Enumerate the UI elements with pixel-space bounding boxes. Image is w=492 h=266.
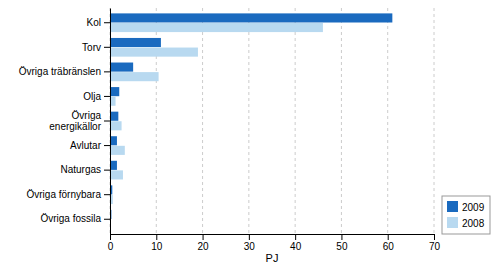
tick: 40	[290, 234, 302, 252]
bar	[110, 136, 117, 145]
grid-line	[387, 8, 388, 234]
grid-line	[202, 8, 203, 234]
bar	[110, 87, 119, 96]
legend-item: 2008	[447, 217, 485, 229]
tick-label: Övriga förnybara	[27, 189, 102, 200]
y-axis: Kol Torv Övriga träbränslen Olja Övrigaenerg…	[19, 9, 111, 235]
bar	[110, 48, 198, 57]
tick-label: 70	[429, 241, 441, 252]
tick-label: Naturgas	[60, 164, 101, 175]
tick-label: 20	[198, 241, 210, 252]
axis-line	[110, 9, 111, 235]
tick-mark	[104, 194, 110, 195]
tick-mark	[110, 234, 111, 240]
tick: 0	[108, 234, 114, 252]
tick-label: Torv	[82, 42, 101, 53]
tick-label: 0	[108, 241, 114, 252]
bar	[110, 161, 117, 170]
tick: Övriga förnybara	[27, 189, 110, 200]
tick: Övrigaenergikällor	[49, 110, 110, 132]
tick-label: Kol	[87, 17, 101, 28]
tick-mark	[104, 22, 110, 23]
plot: 0 10 20 30 40 50 60 70 Kol Torv Övriga träbränslen…	[19, 8, 490, 264]
chart: 0 10 20 30 40 50 60 70 Kol Torv Övriga träbränslen…	[0, 0, 492, 266]
grid-line	[295, 8, 296, 234]
tick: Övriga fossila	[40, 213, 110, 224]
tick-mark	[104, 145, 110, 146]
legend-label: 2009	[462, 202, 485, 213]
bar	[110, 72, 159, 81]
tick-mark	[104, 219, 110, 220]
bar	[110, 38, 161, 47]
bar	[110, 170, 123, 179]
tick-mark	[341, 234, 342, 240]
tick-label: 10	[151, 241, 163, 252]
bar	[110, 63, 133, 72]
bar	[110, 146, 125, 155]
grid	[110, 8, 434, 234]
legend-label: 2008	[462, 218, 485, 229]
tick-mark	[104, 47, 110, 48]
tick-mark	[104, 96, 110, 97]
tick-mark	[203, 234, 204, 240]
tick-mark	[104, 170, 110, 171]
tick: 60	[383, 234, 395, 252]
tick: Övriga träbränslen	[19, 66, 110, 77]
tick: Naturgas	[60, 164, 110, 175]
tick: 30	[244, 234, 256, 252]
tick-mark	[295, 234, 296, 240]
tick-mark	[104, 71, 110, 72]
tick: 70	[429, 234, 441, 252]
tick: 10	[151, 234, 163, 252]
tick-label: Övrigaenergikällor	[49, 110, 101, 132]
tick: Olja	[83, 91, 110, 102]
legend-item: 2009	[447, 201, 485, 213]
tick: Avlutar	[70, 140, 110, 151]
tick-mark	[249, 234, 250, 240]
tick-label: 30	[244, 241, 256, 252]
tick-mark	[434, 234, 435, 240]
x-axis: 0 10 20 30 40 50 60 70	[108, 234, 441, 252]
bar	[110, 121, 122, 130]
bar	[110, 112, 118, 121]
bar	[110, 13, 392, 22]
tick: 50	[336, 234, 348, 252]
tick: 20	[198, 234, 210, 252]
grid-line	[248, 8, 249, 234]
tick-mark	[388, 234, 389, 240]
tick-label: Övriga träbränslen	[19, 66, 101, 77]
legend-swatch	[447, 217, 458, 228]
tick-mark	[156, 234, 157, 240]
x-axis-title: PJ	[266, 252, 279, 264]
chart-container: 0 10 20 30 40 50 60 70 Kol Torv Övriga träbränslen…	[0, 0, 492, 266]
tick: Torv	[82, 42, 110, 53]
legend: 2009 2008	[442, 196, 490, 234]
grid-line	[434, 8, 435, 234]
tick-mark	[104, 121, 110, 122]
tick: Kol	[87, 17, 110, 28]
bars	[110, 13, 392, 228]
axis-line	[111, 234, 435, 235]
legend-frame	[442, 196, 490, 234]
tick-label: Olja	[83, 91, 101, 102]
grid-line	[341, 8, 342, 234]
legend-swatch	[447, 201, 458, 212]
tick-label: 50	[336, 241, 348, 252]
bar	[110, 23, 323, 32]
tick-label: Avlutar	[70, 140, 102, 151]
tick-label: Övriga fossila	[40, 213, 101, 224]
tick-label: 40	[290, 241, 302, 252]
tick-label: 60	[383, 241, 395, 252]
